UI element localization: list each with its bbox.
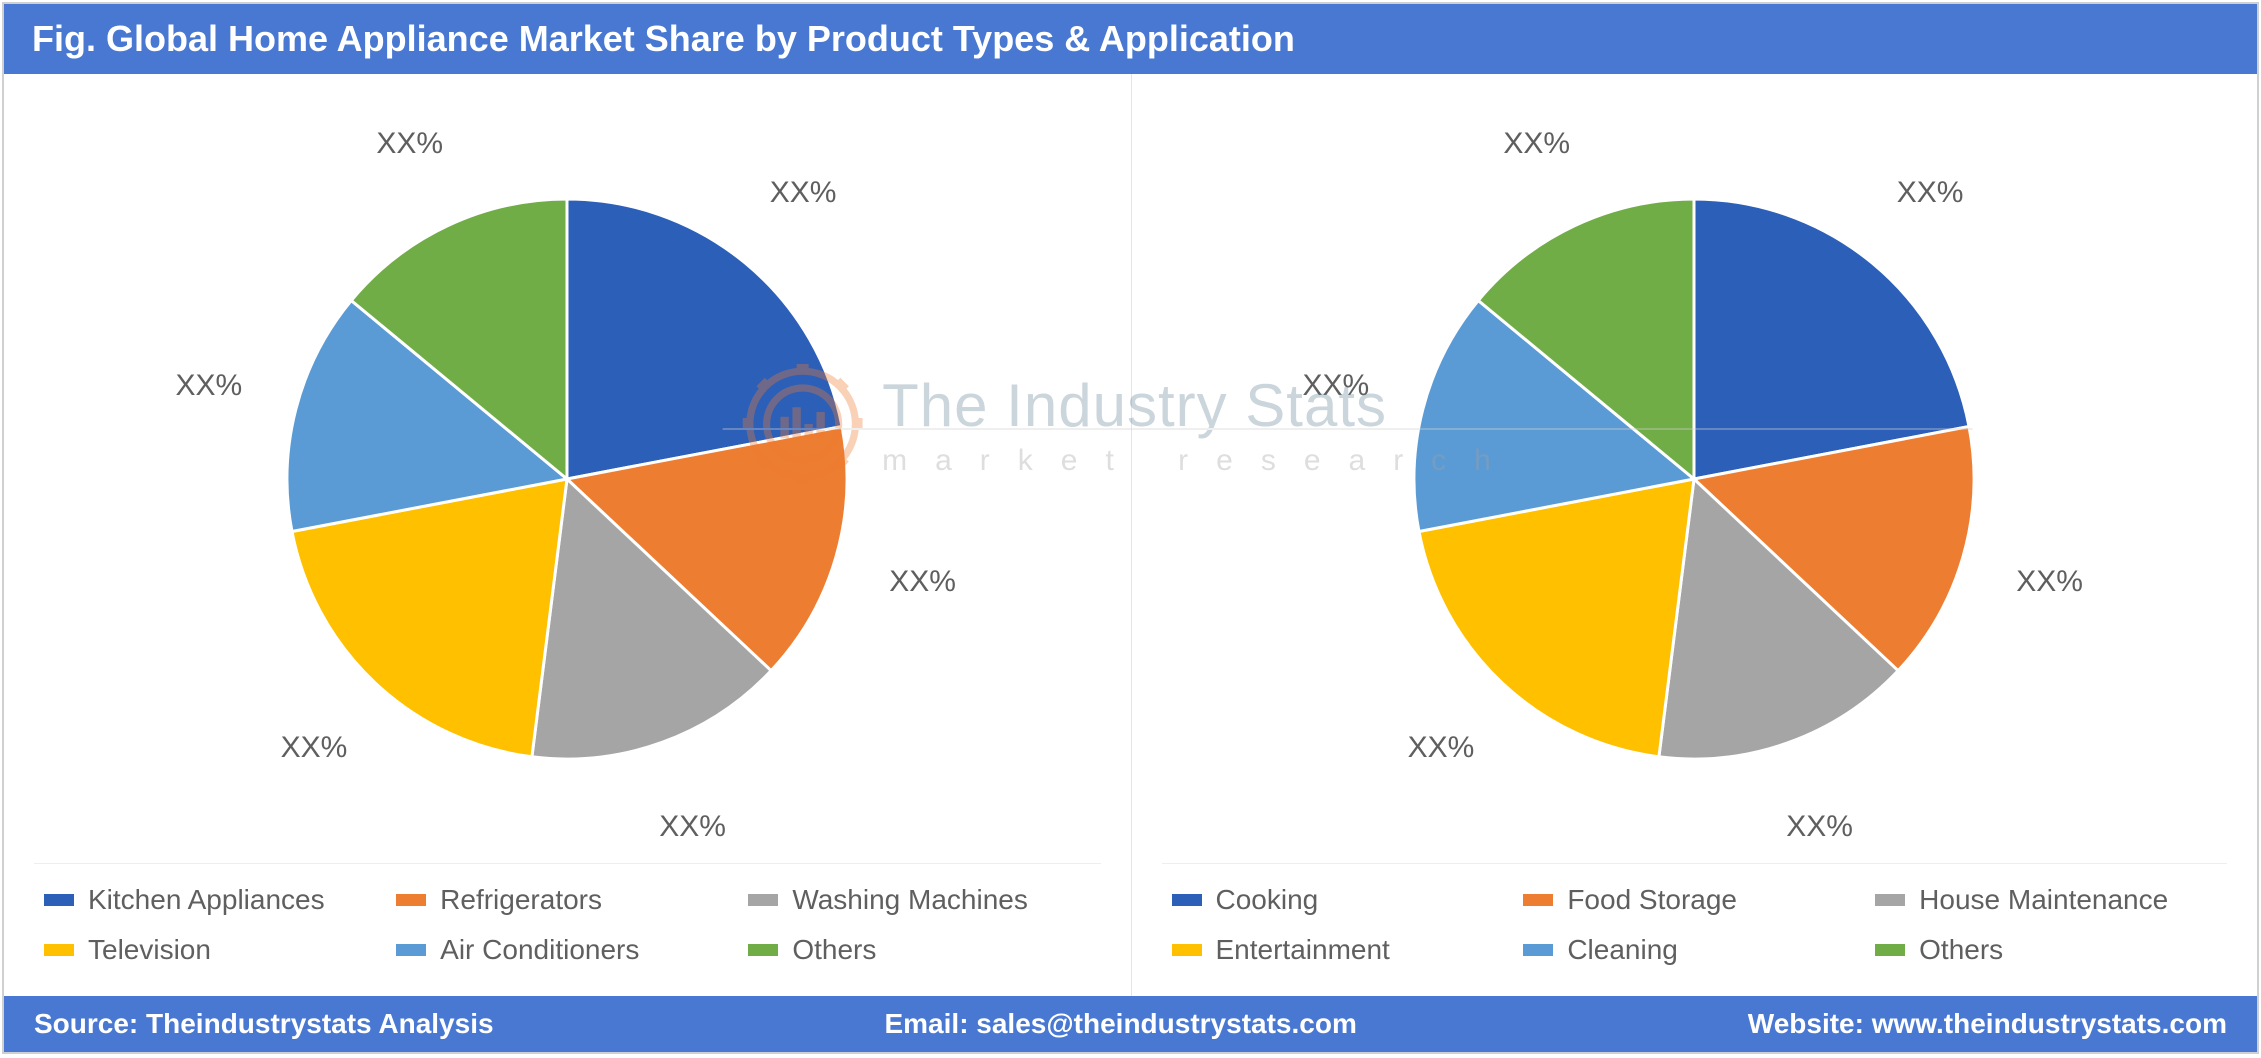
- pie-slice-label: XX%: [659, 810, 726, 844]
- legend-label: Others: [792, 934, 876, 966]
- pie-slice-label: XX%: [1408, 731, 1475, 765]
- legend-item: Air Conditioners: [396, 934, 738, 966]
- legend-label: Cooking: [1216, 884, 1319, 916]
- legend-item: Television: [44, 934, 386, 966]
- pie-slice-label: XX%: [1303, 369, 1370, 403]
- legend-item: Entertainment: [1172, 934, 1514, 966]
- legend-label: Air Conditioners: [440, 934, 639, 966]
- figure-footer: Source: Theindustrystats Analysis Email:…: [4, 996, 2257, 1052]
- figure-title-bar: Fig. Global Home Appliance Market Share …: [4, 4, 2257, 74]
- pie-wrap: XX% XX% XX% XX% XX% XX%: [34, 94, 1101, 863]
- chart-area: The Industry Stats market research XX%XX…: [4, 74, 2257, 996]
- legend-application: Cooking Food Storage House Maintenance Ente…: [1162, 863, 2228, 986]
- figure-container: Fig. Global Home Appliance Market Share …: [2, 2, 2259, 1054]
- legend-swatch: [396, 894, 426, 906]
- legend-label: Television: [88, 934, 211, 966]
- legend-item: Cooking: [1172, 884, 1514, 916]
- legend-swatch: [1875, 894, 1905, 906]
- legend-item: House Maintenance: [1875, 884, 2217, 916]
- pie-slice-label: XX%: [176, 369, 243, 403]
- legend-swatch: [748, 944, 778, 956]
- legend-label: Food Storage: [1567, 884, 1737, 916]
- legend-label: Refrigerators: [440, 884, 602, 916]
- footer-source: Source: Theindustrystats Analysis: [34, 1008, 494, 1040]
- legend-item: Others: [1875, 934, 2217, 966]
- pie-wrap: XX% XX% XX% XX% XX% XX%: [1162, 94, 2228, 863]
- legend-label: Kitchen Appliances: [88, 884, 325, 916]
- legend-item: Food Storage: [1523, 884, 1865, 916]
- legend-swatch: [1875, 944, 1905, 956]
- legend-label: Entertainment: [1216, 934, 1390, 966]
- figure-title: Fig. Global Home Appliance Market Share …: [32, 18, 1295, 59]
- legend-swatch: [1172, 894, 1202, 906]
- legend-swatch: [44, 944, 74, 956]
- pie-chart: [277, 189, 857, 769]
- legend-swatch: [44, 894, 74, 906]
- legend-item: Cleaning: [1523, 934, 1865, 966]
- legend-label: House Maintenance: [1919, 884, 2168, 916]
- legend-swatch: [1172, 944, 1202, 956]
- legend-item: Kitchen Appliances: [44, 884, 386, 916]
- legend-swatch: [396, 944, 426, 956]
- pie-slice-label: XX%: [2016, 565, 2083, 599]
- legend-product-types: Kitchen Appliances Refrigerators Washing M…: [34, 863, 1101, 986]
- pie-slice-label: XX%: [1786, 810, 1853, 844]
- pie-slice-label: XX%: [281, 731, 348, 765]
- pie-slice-label: XX%: [1897, 176, 1964, 210]
- legend-item: Washing Machines: [748, 884, 1090, 916]
- legend-label: Cleaning: [1567, 934, 1678, 966]
- footer-email: Email: sales@theindustrystats.com: [884, 1008, 1356, 1040]
- legend-swatch: [748, 894, 778, 906]
- legend-item: Refrigerators: [396, 884, 738, 916]
- legend-label: Others: [1919, 934, 2003, 966]
- chart-panel-application: XX% XX% XX% XX% XX% XX% Cooking Food Storage Ho…: [1131, 74, 2258, 996]
- pie-slice-label: XX%: [1503, 127, 1570, 161]
- pie-slice-label: XX%: [889, 565, 956, 599]
- legend-item: Others: [748, 934, 1090, 966]
- pie-chart: [1404, 189, 1984, 769]
- footer-website: Website: www.theindustrystats.com: [1748, 1008, 2227, 1040]
- chart-panel-product-types: XX% XX% XX% XX% XX% XX% Kitchen Appliances Ref…: [4, 74, 1131, 996]
- pie-slice-label: XX%: [376, 127, 443, 161]
- legend-label: Washing Machines: [792, 884, 1028, 916]
- pie-slice-label: XX%: [770, 176, 837, 210]
- legend-swatch: [1523, 944, 1553, 956]
- legend-swatch: [1523, 894, 1553, 906]
